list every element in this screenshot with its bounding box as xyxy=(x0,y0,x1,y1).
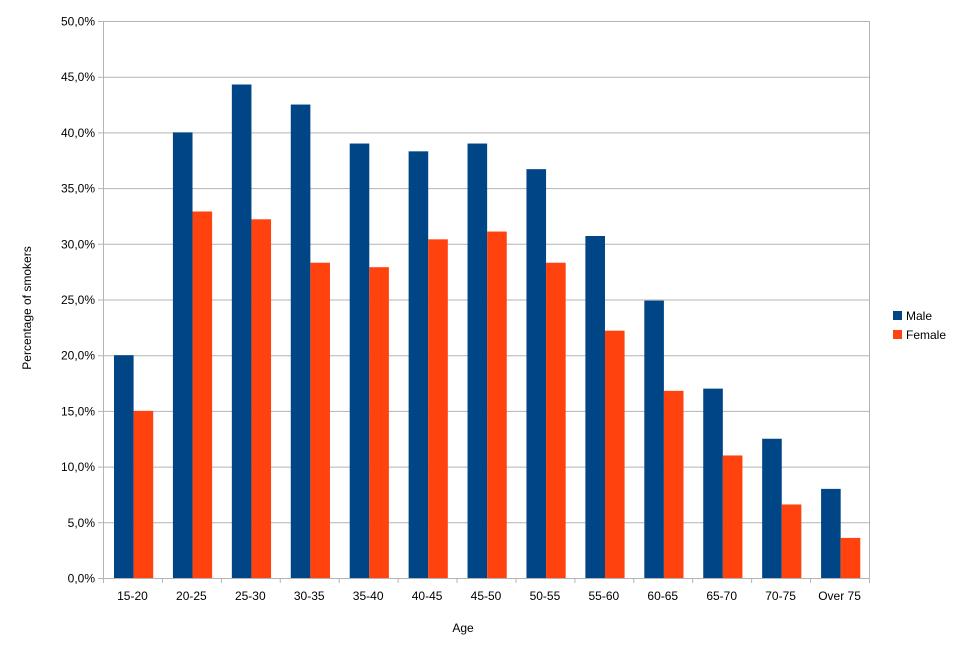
x-tick-label: 55-60 xyxy=(588,589,619,603)
x-tick-label: 35-40 xyxy=(353,589,384,603)
bar-male-30-35 xyxy=(290,104,311,579)
bars xyxy=(114,84,861,579)
bar-male-35-40 xyxy=(349,143,370,579)
y-tick-label: 30,0% xyxy=(61,237,95,251)
bar-male-55-60 xyxy=(585,236,605,578)
bar-female-35-40 xyxy=(369,267,389,578)
y-tick-label: 25,0% xyxy=(61,293,95,307)
bar-male-50-55 xyxy=(526,169,547,579)
bar-male-20-25 xyxy=(172,132,193,578)
y-tick-label: 50,0% xyxy=(61,15,95,29)
x-tick-label: Over 75 xyxy=(818,589,861,603)
x-tick-label: 70-75 xyxy=(765,589,796,603)
y-tick-label: 5,0% xyxy=(68,516,96,530)
bar-male-over-75 xyxy=(821,488,841,578)
bar-male-45-50 xyxy=(467,143,488,579)
y-axis-ticks: 0,0% 5,0% 10,0% 15,0% 20,0% 25,0% 30,0% 35,0% 40… xyxy=(61,15,95,586)
x-tick-label: 25-30 xyxy=(235,589,266,603)
y-tick-label: 45,0% xyxy=(61,70,95,84)
legend-swatch-female xyxy=(893,330,902,339)
bar-female-60-65 xyxy=(663,390,684,578)
y-tick-label: 0,0% xyxy=(68,572,96,586)
bar-male-40-45 xyxy=(408,151,429,578)
bar-female-30-35 xyxy=(310,262,330,578)
bar-female-45-50 xyxy=(487,231,507,578)
x-tick-label: 30-35 xyxy=(294,589,325,603)
bar-female-70-75 xyxy=(781,504,802,578)
x-tick-label: 50-55 xyxy=(530,589,561,603)
y-tick-label: 40,0% xyxy=(61,126,95,140)
bar-male-15-20 xyxy=(114,355,134,578)
bar-female-over-75 xyxy=(840,537,861,578)
bar-female-55-60 xyxy=(604,330,625,578)
bar-female-25-30 xyxy=(251,219,272,579)
bar-female-20-25 xyxy=(192,211,213,578)
x-tick-label: 60-65 xyxy=(647,589,678,603)
bar-female-50-55 xyxy=(546,262,566,578)
y-tick-label: 35,0% xyxy=(61,182,95,196)
bar-male-65-70 xyxy=(703,388,723,578)
x-axis-label: Age xyxy=(452,621,474,635)
legend: Male Female xyxy=(893,309,946,342)
y-tick-label: 10,0% xyxy=(61,460,95,474)
y-tick-label: 15,0% xyxy=(61,404,95,418)
x-tick-label: 65-70 xyxy=(706,589,737,603)
y-tick-label: 20,0% xyxy=(61,349,95,363)
legend-label-male: Male xyxy=(906,309,932,323)
legend-label-female: Female xyxy=(906,328,946,342)
bar-female-40-45 xyxy=(428,239,448,578)
bar-female-15-20 xyxy=(133,410,154,578)
x-tick-label: 40-45 xyxy=(412,589,443,603)
bar-female-65-70 xyxy=(722,455,743,578)
x-tick-label: 45-50 xyxy=(471,589,502,603)
bar-male-25-30 xyxy=(231,84,252,579)
legend-swatch-male xyxy=(893,311,902,320)
x-axis-ticks: 15-20 20-25 25-30 30-35 35-40 40-45 45-50 50-55… xyxy=(117,589,861,603)
x-tick-label: 20-25 xyxy=(176,589,207,603)
x-tick-label: 15-20 xyxy=(117,589,148,603)
y-axis-label: Percentage of smokers xyxy=(20,246,34,369)
bar-male-70-75 xyxy=(762,438,782,578)
bar-male-60-65 xyxy=(644,300,664,578)
